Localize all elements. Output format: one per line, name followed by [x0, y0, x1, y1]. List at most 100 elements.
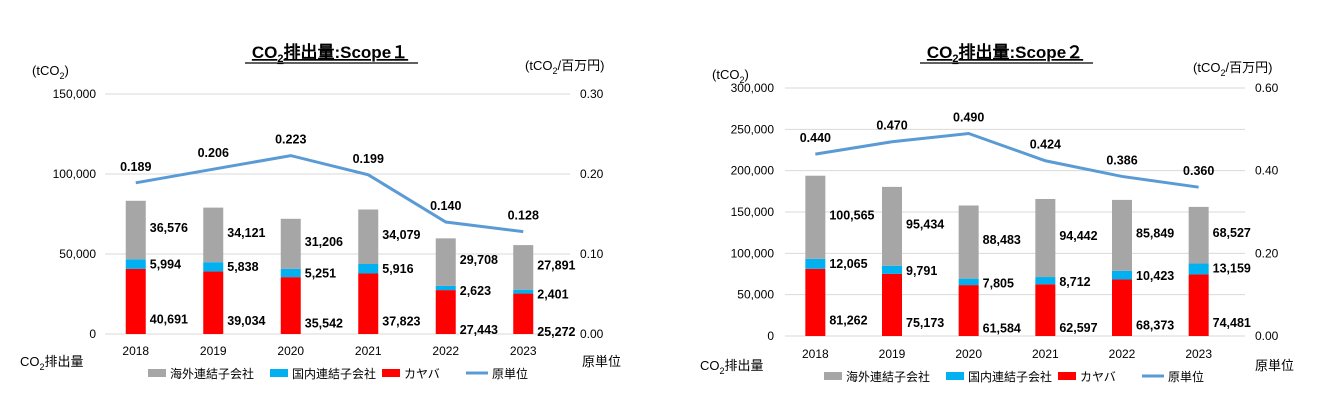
- y-tick-label: 250,000: [731, 122, 775, 136]
- right-axis-unit-rest: /百万円): [1225, 60, 1272, 75]
- bar-segment: [958, 285, 979, 336]
- bar-segment: [513, 289, 534, 294]
- bar-value-label: 2,623: [460, 284, 491, 298]
- chart-title-sub: 2: [952, 53, 958, 65]
- bar-value-label: 88,483: [983, 233, 1021, 247]
- bar-value-label: 40,691: [150, 312, 188, 326]
- bar-segment: [1112, 199, 1132, 271]
- chart-title-main: CO: [927, 43, 953, 62]
- y2-tick-label: 0.30: [580, 87, 604, 101]
- legend-swatch: [824, 372, 842, 380]
- category-label: 2022: [432, 344, 459, 358]
- bar-value-label: 62,597: [1059, 321, 1097, 335]
- legend-label: 海外連結子会社: [170, 366, 254, 381]
- legend-swatch: [1058, 372, 1076, 380]
- bar-value-label: 81,262: [829, 313, 867, 327]
- legend-swatch: [946, 372, 964, 380]
- category-label: 2018: [122, 344, 149, 358]
- right-axis-title: 原単位: [582, 354, 621, 369]
- bar-value-label: 100,565: [829, 208, 874, 222]
- bar-value-label: 27,891: [537, 258, 575, 272]
- bar-segment: [1188, 206, 1209, 264]
- y2-tick-label: 0.10: [580, 247, 604, 261]
- y2-tick-label: 0.00: [580, 327, 604, 341]
- legend-label: カヤバ: [1080, 370, 1116, 384]
- left-axis-unit: (tCO2): [32, 63, 69, 81]
- bar-value-label: 39,034: [227, 314, 265, 328]
- bar-value-label: 36,576: [150, 221, 188, 235]
- category-label: 2023: [1185, 347, 1212, 361]
- intensity-value-label: 0.386: [1106, 153, 1137, 167]
- bar-value-label: 35,542: [305, 317, 343, 331]
- bar-value-label: 5,838: [227, 260, 258, 274]
- legend-label: 原単位: [1168, 369, 1204, 384]
- bar-segment: [1035, 198, 1056, 278]
- legend-swatch: [148, 369, 166, 377]
- bar-segment: [280, 268, 301, 278]
- intensity-value-label: 0.470: [876, 119, 907, 133]
- left-axis-unit-rest: ): [744, 67, 748, 82]
- category-label: 2022: [1109, 347, 1136, 361]
- intensity-value-label: 0.360: [1183, 164, 1214, 178]
- category-label: 2019: [879, 347, 906, 361]
- intensity-value-label: 0.490: [953, 110, 984, 124]
- bar-segment: [882, 265, 902, 274]
- bar-segment: [125, 268, 146, 334]
- chart-title-rest: 排出量:Scope１: [283, 42, 408, 62]
- bar-value-label: 12,065: [829, 257, 867, 271]
- bar-segment: [1035, 277, 1056, 285]
- bar-segment: [358, 264, 379, 274]
- y-tick-label: 150,000: [53, 87, 97, 101]
- bar-segment: [513, 293, 534, 334]
- right-axis-unit-rest: /百万円): [557, 58, 604, 73]
- bar-segment: [125, 200, 146, 260]
- legend-swatch: [270, 369, 288, 377]
- legend-label: 国内連結子会社: [968, 369, 1052, 384]
- bar-segment: [1188, 263, 1209, 275]
- y-tick-label: 0: [89, 327, 96, 341]
- bar-value-label: 9,791: [906, 264, 937, 278]
- right-axis-unit-main: (tCO: [525, 58, 552, 73]
- left-axis-unit-main: (tCO: [712, 67, 739, 82]
- bar-segment: [280, 218, 301, 269]
- bar-value-label: 8,712: [1059, 275, 1090, 289]
- category-label: 2021: [355, 344, 382, 358]
- category-label: 2020: [955, 347, 982, 361]
- right-axis-title: 原単位: [1255, 358, 1294, 373]
- bar-value-label: 25,272: [537, 325, 575, 339]
- left-axis-title-sub: 2: [720, 366, 725, 376]
- bar-value-label: 61,584: [983, 322, 1021, 336]
- bar-value-label: 27,443: [460, 323, 498, 337]
- bar-value-label: 5,251: [305, 267, 336, 281]
- bar-segment: [280, 277, 301, 334]
- left-axis-unit-sub: 2: [59, 71, 64, 81]
- left-axis-title: CO2排出量: [20, 354, 84, 372]
- bar-value-label: 10,423: [1136, 269, 1174, 283]
- right-axis-unit: (tCO2/百万円): [525, 58, 604, 76]
- chart-title: CO2排出量:Scope１: [252, 42, 408, 65]
- chart-title-sub: 2: [277, 53, 283, 65]
- bar-segment: [805, 175, 826, 259]
- left-axis-title-rest: 排出量: [725, 358, 764, 373]
- bar-value-label: 5,916: [382, 262, 413, 276]
- bar-segment: [882, 273, 902, 336]
- right-axis-unit-sub: 2: [1220, 68, 1225, 78]
- category-label: 2019: [200, 344, 227, 358]
- intensity-value-label: 0.189: [120, 160, 151, 174]
- legend-label: 国内連結子会社: [292, 366, 376, 381]
- legend-swatch: [382, 369, 400, 377]
- y-tick-label: 0: [767, 329, 774, 343]
- bar-segment: [203, 262, 224, 272]
- bar-value-label: 74,481: [1213, 316, 1251, 330]
- bar-segment: [203, 207, 224, 263]
- chart-2: 0 50,000 100,000 150,000 200,000 250,000 300,0…: [731, 62, 1294, 384]
- left-axis-title-sub: 2: [40, 362, 45, 372]
- chart-title: CO2排出量:Scope２: [927, 42, 1083, 65]
- intensity-value-label: 0.128: [508, 209, 539, 223]
- bar-segment: [1112, 270, 1132, 280]
- bar-segment: [125, 259, 146, 269]
- bar-value-label: 68,373: [1136, 319, 1174, 333]
- bar-value-label: 37,823: [382, 315, 420, 329]
- y-tick-label: 100,000: [731, 246, 775, 260]
